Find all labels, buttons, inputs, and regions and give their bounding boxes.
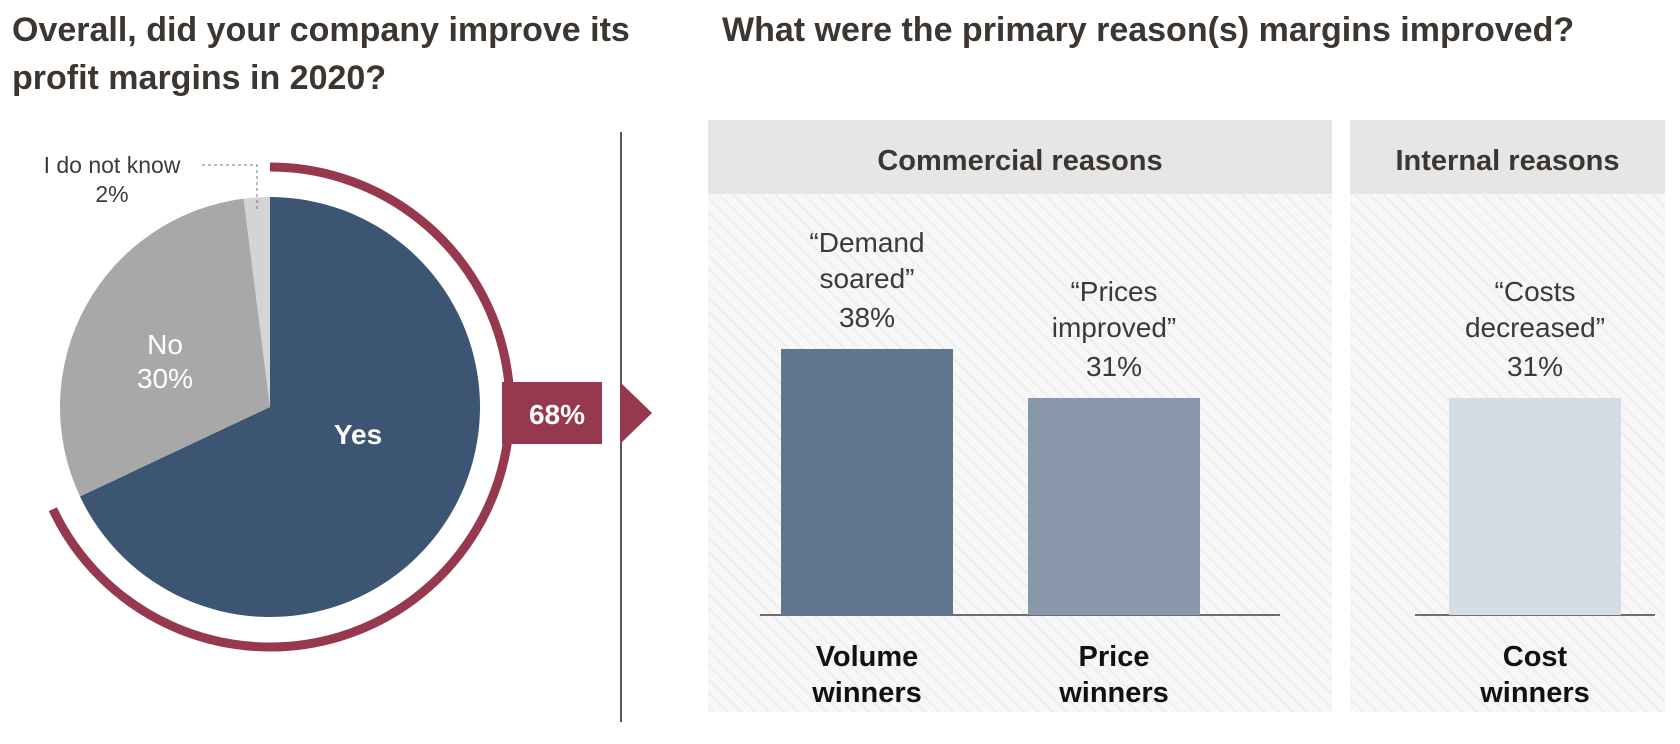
bar-price xyxy=(1028,398,1200,615)
right-chart-title: What were the primary reason(s) margins … xyxy=(722,11,1575,49)
bar-quote-line-1: “Prices xyxy=(1070,276,1157,307)
panel-header-label-0: Commercial reasons xyxy=(877,145,1162,177)
bar-category-line-1: Price xyxy=(1079,641,1150,673)
pie-value-dont-know: 2% xyxy=(95,181,128,207)
callout-value: 68% xyxy=(529,399,585,430)
pie-label-dont-know: I do not know xyxy=(44,152,181,178)
bar-value-label: 31% xyxy=(1507,351,1563,382)
bar-quote-line-1: “Costs xyxy=(1495,276,1576,307)
pie-value-no: 30% xyxy=(137,363,193,394)
pie-slice-yes xyxy=(79,197,481,617)
pie-label-no: No xyxy=(147,329,183,360)
bar-quote-line-2: decreased” xyxy=(1465,312,1605,343)
bar-cost xyxy=(1449,398,1621,615)
panel-header-label-1: Internal reasons xyxy=(1395,145,1619,177)
bar-category-line-2: winners xyxy=(1058,677,1169,709)
pie-slice-no xyxy=(59,198,270,497)
bar-category-line-2: winners xyxy=(811,677,922,709)
bar-category-line-1: Volume xyxy=(816,641,919,673)
yes-callout-box xyxy=(502,382,602,444)
callout-arrow xyxy=(620,382,652,444)
yes-highlight-arc xyxy=(48,162,515,652)
dont-know-leader-line xyxy=(202,164,258,210)
bar-volume xyxy=(781,349,953,615)
bar-quote-line-2: soared” xyxy=(820,263,915,294)
margin-reasons-bar-chart: Commercial reasons 38% soared” “Demand Volum… xyxy=(708,120,1665,712)
bar-value-label: 38% xyxy=(839,302,895,333)
pie-slice-i-do-not-know xyxy=(243,197,270,407)
bar-category-line-2: winners xyxy=(1479,677,1590,709)
panel-header-0 xyxy=(708,120,1332,194)
bar-category-line-1: Cost xyxy=(1503,641,1568,673)
panel-header-1 xyxy=(1350,120,1665,194)
left-chart-title: Overall, did your company improve its pr… xyxy=(12,11,630,97)
bar-quote-line-2: improved” xyxy=(1052,312,1176,343)
bar-quote-line-1: “Demand xyxy=(809,227,924,258)
pie-label-yes: Yes xyxy=(334,419,382,450)
bar-value-label: 31% xyxy=(1086,351,1142,382)
